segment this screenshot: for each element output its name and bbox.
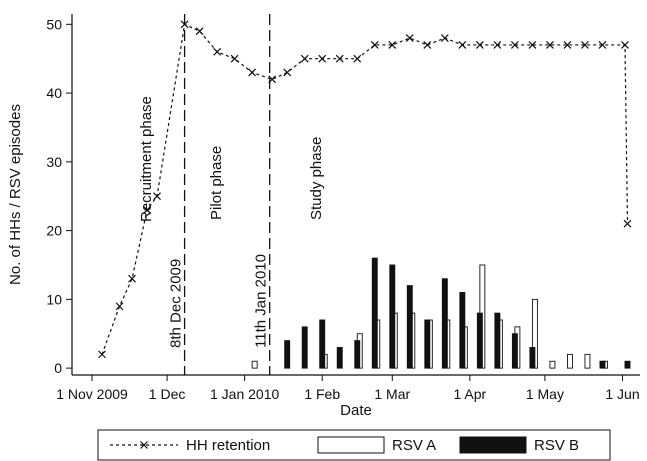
- y-tick-label: 50: [46, 16, 62, 32]
- y-tick-label: 40: [46, 85, 62, 101]
- retention-point: [545, 41, 554, 49]
- retention-point: [153, 192, 161, 201]
- retention-point: [300, 54, 309, 63]
- retention-line: [98, 20, 632, 359]
- retention-point: [353, 54, 362, 63]
- legend: HH retention RSV A RSV B: [97, 429, 611, 461]
- retention-point: [475, 41, 484, 49]
- x-tick-label: 1 Apr: [453, 386, 486, 402]
- legend-label: RSV B: [534, 437, 579, 454]
- x-axis-label: Date: [340, 402, 372, 419]
- bar-marks: [251, 257, 631, 369]
- legend-swatch-rsv-b: [459, 436, 527, 454]
- retention-point: [388, 41, 397, 49]
- retention-point: [318, 54, 327, 63]
- retention-series-line: [101, 23, 629, 355]
- retention-point: [493, 41, 502, 49]
- y-tick-label: 30: [46, 154, 62, 170]
- x-tick-label: 1 Dec: [149, 386, 186, 402]
- x-tick-label: 1 Jun: [605, 386, 639, 402]
- retention-point: [458, 41, 467, 49]
- rsv-b-bar: [459, 292, 466, 369]
- retention-point: [335, 54, 344, 63]
- y-tick-label: 0: [54, 360, 62, 376]
- x-tick-label: 1 May: [526, 386, 564, 402]
- rsv-b-bar: [284, 340, 291, 369]
- phase-name-label: Study phase: [308, 137, 325, 220]
- rsv-b-bar: [511, 333, 518, 369]
- retention-point: [563, 41, 572, 49]
- rsv-a-bar: [566, 353, 573, 369]
- retention-point: [213, 47, 222, 56]
- retention-point: [423, 41, 432, 49]
- retention-point: [143, 206, 151, 214]
- legend-swatch-rsv-a: [317, 436, 385, 454]
- legend-marker: [140, 441, 148, 449]
- y-axis-ticks: 0 10 20 30 40 50: [46, 16, 72, 376]
- phase-date-label: 8th Dec 2009: [168, 259, 185, 348]
- rsv-a-bar: [584, 353, 591, 369]
- rsv-b-bar: [336, 347, 343, 369]
- retention-point: [528, 41, 537, 49]
- legend-label: RSV A: [392, 437, 436, 454]
- rsv-b-bar: [494, 312, 501, 369]
- rsv-b-bar: [319, 319, 326, 369]
- retention-point: [405, 34, 414, 42]
- rsv-b-bar: [406, 285, 413, 369]
- retention-point: [510, 41, 519, 49]
- x-axis-ticks: 1 Nov 2009 1 Dec 1 Jan 2010 1 Feb 1 Mar 1 Apr…: [56, 375, 640, 402]
- retention-point: [230, 54, 239, 63]
- x-tick-label: 1 Jan 2010: [210, 386, 279, 402]
- phase-lines: 8th Dec 2009 11th Jan 2010 Recruitment pha…: [138, 14, 325, 375]
- y-tick-label: 10: [46, 291, 62, 307]
- y-axis-label: No. of HHs / RSV episodes: [7, 104, 24, 285]
- rsv-b-bar: [301, 326, 308, 369]
- retention-point: [98, 350, 106, 359]
- retention-point: [283, 68, 292, 77]
- retention-point: [180, 20, 189, 29]
- rsv-b-bar: [371, 257, 378, 369]
- rsv-b-bar: [424, 319, 431, 369]
- rsv-a-bar: [251, 360, 258, 369]
- retention-point: [115, 302, 124, 311]
- retention-point: [370, 41, 379, 49]
- y-tick-label: 20: [46, 223, 62, 239]
- rsv-b-bar: [354, 340, 361, 369]
- phase-name-label: Recruitment phase: [138, 96, 155, 222]
- retention-point: [621, 41, 629, 49]
- retention-point: [598, 41, 607, 49]
- retention-point: [128, 274, 136, 283]
- rsv-b-bar: [389, 264, 396, 369]
- retention-point: [195, 27, 204, 36]
- x-tick-label: 1 Feb: [304, 386, 340, 402]
- retention-point: [623, 219, 632, 228]
- retention-point: [581, 41, 589, 49]
- x-tick-label: 1 Nov 2009: [56, 386, 128, 402]
- legend-label: HH retention: [186, 437, 270, 454]
- retention-point: [440, 34, 449, 42]
- rsv-b-bar: [441, 278, 448, 369]
- retention-point: [268, 75, 277, 84]
- rsv-b-bar: [476, 312, 483, 369]
- phase-date-label: 11th Jan 2010: [253, 254, 270, 348]
- rsv-b-bar: [624, 360, 631, 369]
- rsv-a-bar: [549, 360, 556, 369]
- retention-point: [248, 68, 257, 77]
- rsv-b-bar: [599, 360, 606, 369]
- phase-name-label: Pilot phase: [208, 146, 225, 220]
- x-tick-label: 1 Mar: [374, 386, 410, 402]
- rsv-b-bar: [529, 347, 536, 369]
